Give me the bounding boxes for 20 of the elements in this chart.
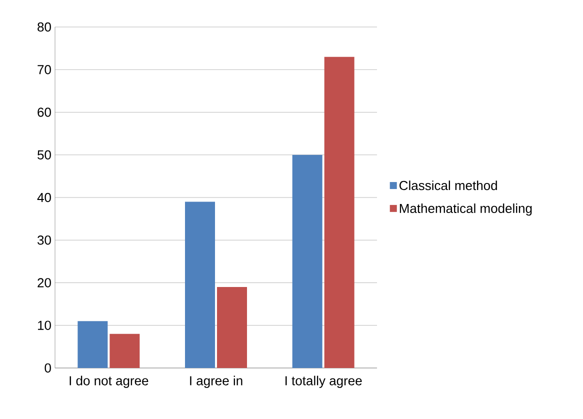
y-tick-label: 80 — [38, 22, 51, 32]
bar — [217, 287, 248, 368]
y-tick-label: 60 — [38, 108, 51, 117]
y-tick-label: 40 — [37, 192, 51, 202]
y-tick-label: 50 — [38, 150, 51, 160]
legend-label: Classical method — [400, 180, 497, 190]
x-tick-label: I totally agree — [286, 376, 362, 388]
bar — [78, 321, 108, 368]
y-tick-label: 30 — [38, 236, 51, 245]
bar — [324, 56, 354, 368]
y-tick-label: 0 — [44, 363, 51, 373]
x-tick-label: I agree in — [190, 376, 242, 388]
y-tick-label: 10 — [38, 320, 51, 330]
x-tick-label: I do not agree — [70, 376, 148, 388]
y-tick-label: 70 — [38, 65, 51, 74]
legend-label: Mathematical modeling — [400, 203, 532, 216]
bar — [110, 334, 140, 368]
bar — [292, 154, 322, 368]
y-tick-label: 20 — [38, 278, 51, 288]
bar — [185, 202, 215, 368]
